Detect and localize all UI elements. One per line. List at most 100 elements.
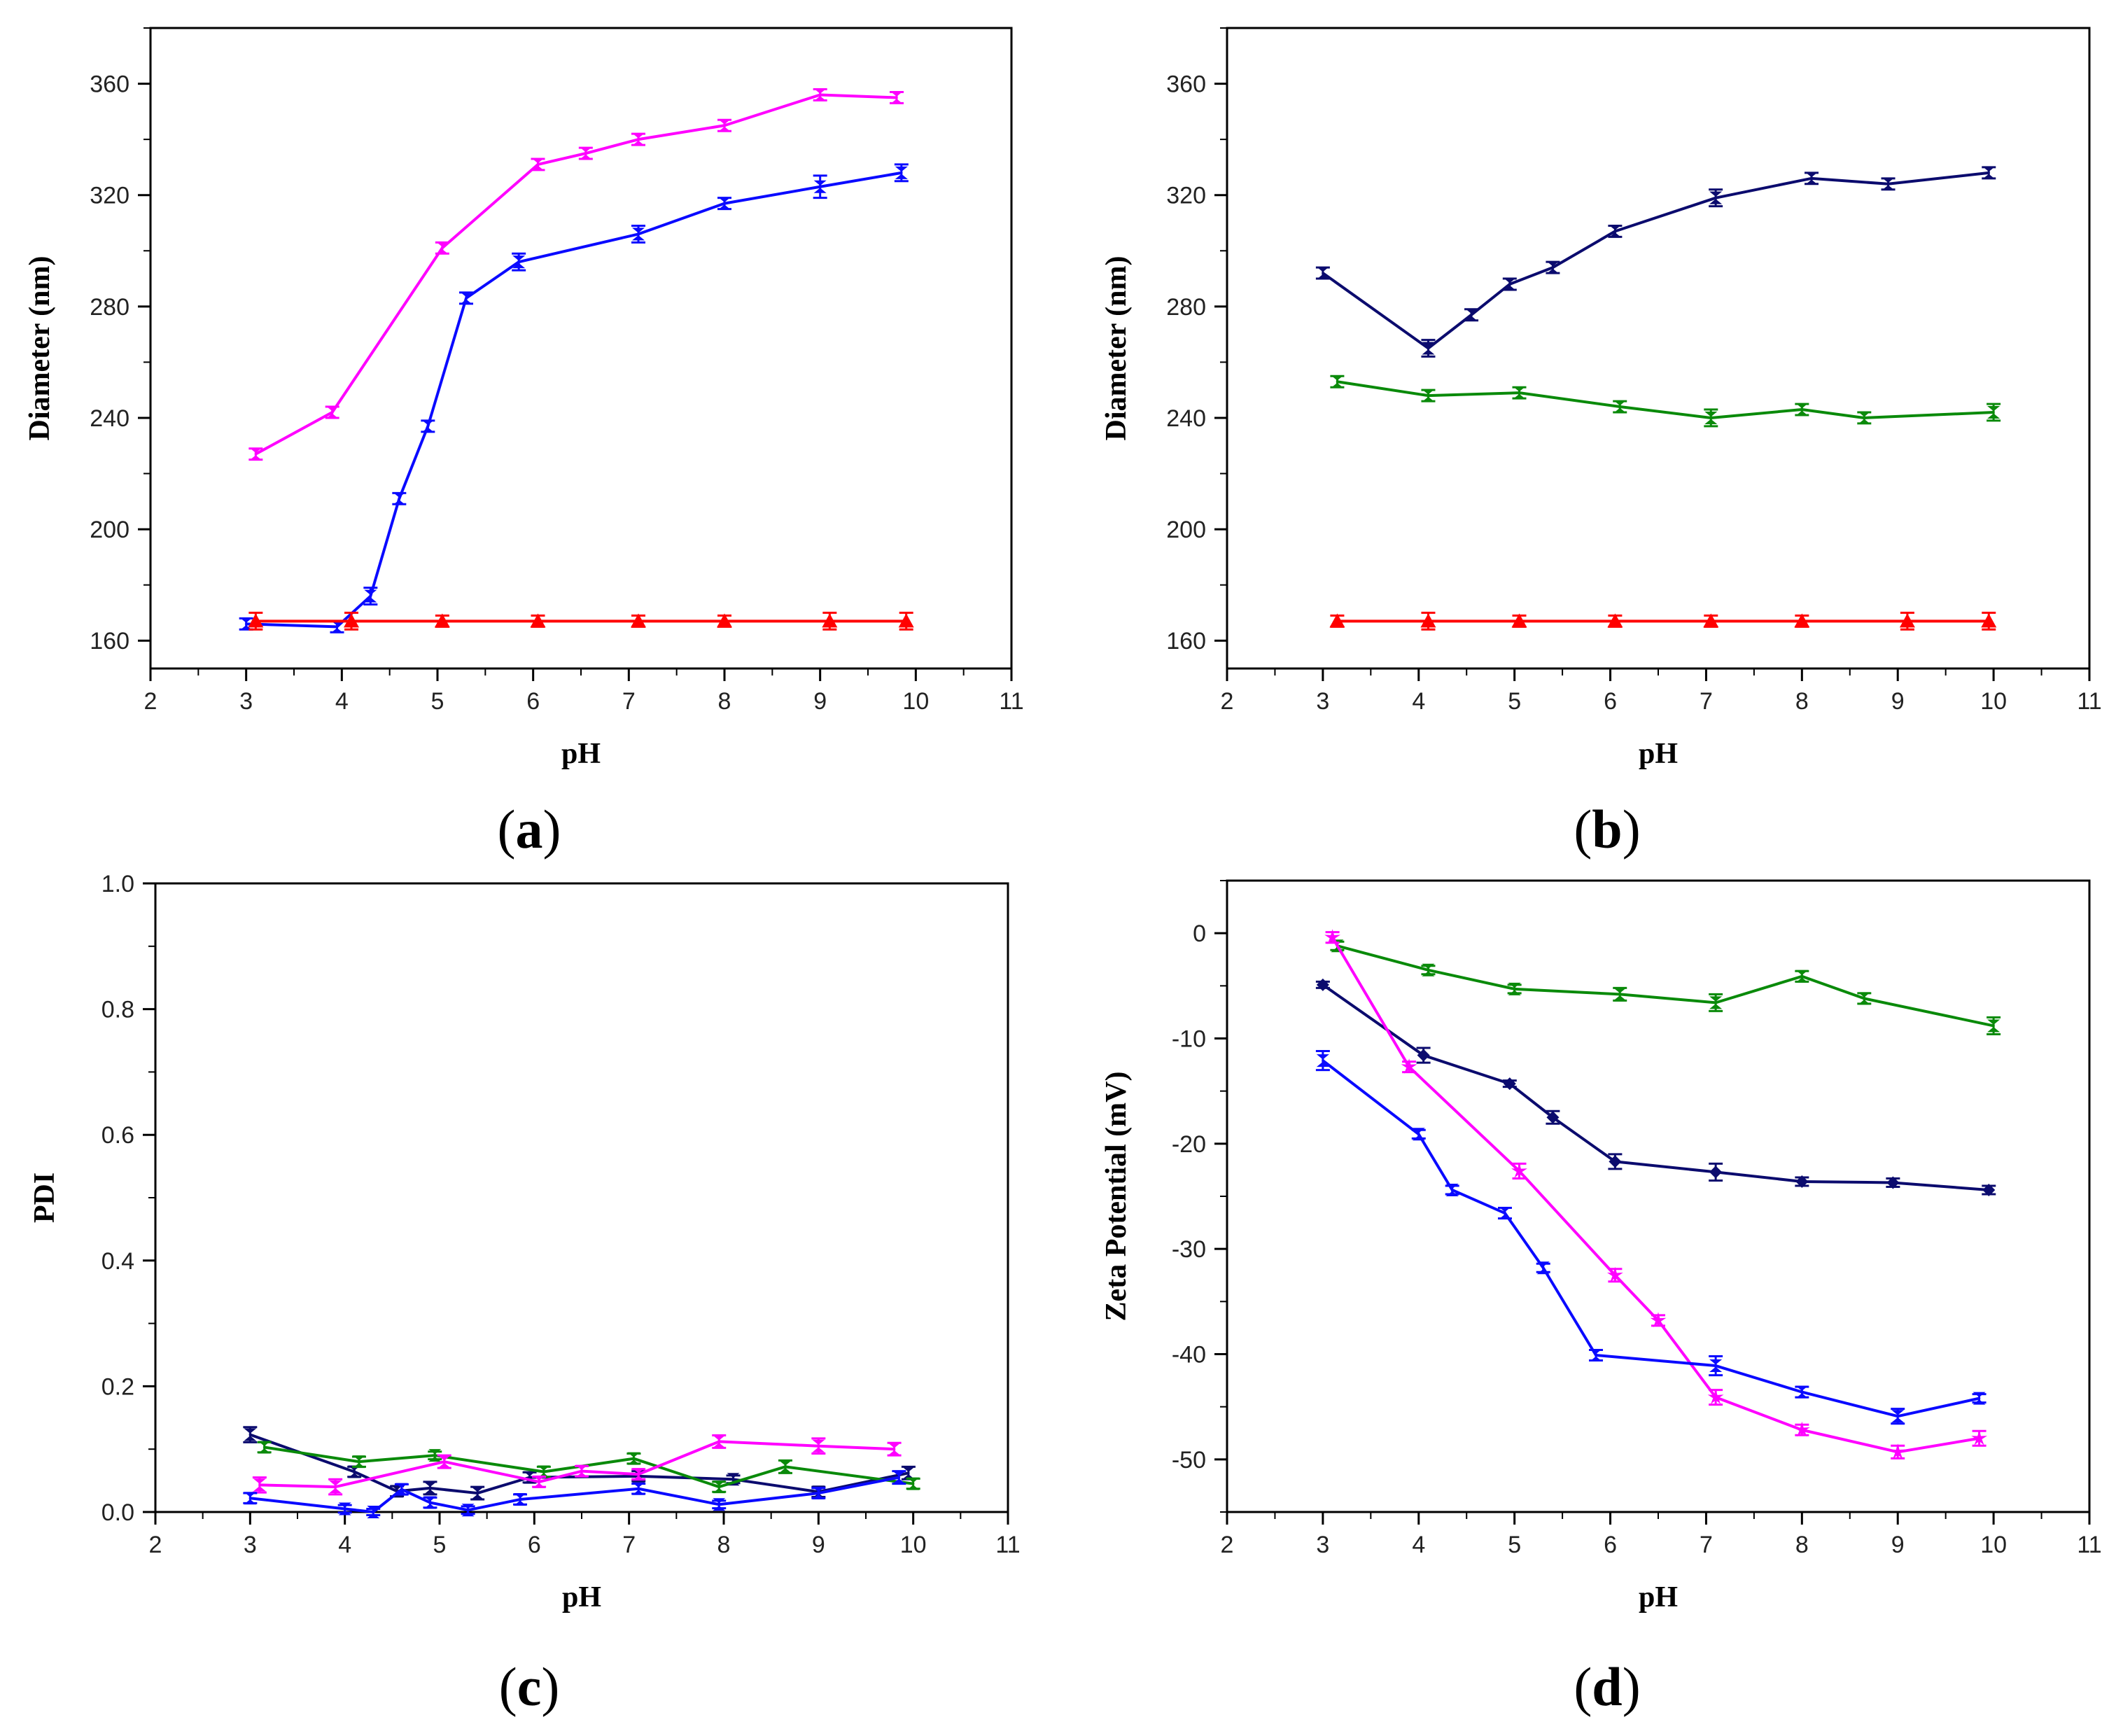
x-tick-label: 8 bbox=[1795, 688, 1809, 715]
data-point bbox=[434, 613, 450, 628]
y-tick-label: 240 bbox=[90, 405, 129, 432]
data-point bbox=[1795, 403, 1809, 416]
x-tick-label: 3 bbox=[244, 1532, 257, 1558]
data-point bbox=[1971, 1429, 1987, 1446]
data-point bbox=[421, 419, 435, 433]
x-tick-label: 5 bbox=[431, 688, 444, 715]
x-tick-label: 7 bbox=[1700, 688, 1713, 715]
series-line-navy bbox=[249, 1433, 909, 1495]
x-tick-label: 3 bbox=[1316, 688, 1329, 715]
panel-letter-c: c bbox=[517, 1656, 542, 1717]
y-tick-label: 360 bbox=[1166, 71, 1206, 98]
data-point bbox=[471, 1487, 484, 1500]
x-tick-label: 8 bbox=[1795, 1532, 1809, 1558]
x-tick-label: 7 bbox=[1700, 1532, 1713, 1558]
data-point bbox=[239, 617, 253, 631]
y-tick-label: 200 bbox=[1166, 517, 1206, 543]
series-line-green bbox=[1336, 944, 1994, 1028]
x-tick-label: 11 bbox=[995, 1532, 1020, 1558]
data-point bbox=[523, 1471, 536, 1484]
data-point bbox=[364, 589, 377, 603]
data-point bbox=[1650, 1312, 1667, 1328]
data-point bbox=[428, 1449, 442, 1462]
y-axis-title: Diameter (nm) bbox=[24, 256, 56, 441]
data-point bbox=[579, 147, 592, 160]
data-point bbox=[888, 1443, 901, 1456]
panel-a: 2 3 4 5 6 7 8 9 10 11 160 200 240 280 320 360 pH Diameter… bbox=[24, 27, 1024, 770]
data-point bbox=[1613, 988, 1627, 1001]
y-axis-title: Diameter (nm) bbox=[1100, 256, 1133, 441]
data-point bbox=[892, 1471, 906, 1484]
data-point bbox=[632, 1482, 645, 1495]
y-tick-label: 160 bbox=[90, 628, 129, 654]
series-line-green bbox=[264, 1446, 913, 1489]
data-point bbox=[812, 1487, 825, 1500]
data-point bbox=[1709, 191, 1723, 204]
data-point bbox=[537, 1465, 550, 1478]
panel-letter-a: a bbox=[515, 799, 543, 860]
data-point bbox=[632, 1468, 645, 1481]
data-point bbox=[1987, 406, 2001, 419]
data-point bbox=[248, 613, 264, 628]
x-tick-label: 5 bbox=[1508, 688, 1521, 715]
x-tick-label: 11 bbox=[2077, 1532, 2101, 1558]
data-point bbox=[1422, 342, 1435, 355]
y-tick-label: 200 bbox=[90, 517, 129, 543]
y-tick-label: -10 bbox=[1172, 1026, 1206, 1053]
plot-frame-a bbox=[149, 27, 1013, 670]
data-point bbox=[1795, 1385, 1809, 1399]
data-point bbox=[461, 1504, 475, 1517]
x-tick-label: 11 bbox=[2077, 688, 2101, 715]
data-point bbox=[1987, 1019, 2001, 1032]
x-tick-label: 3 bbox=[1316, 1532, 1329, 1558]
data-point bbox=[1503, 1077, 1516, 1091]
x-tick-label: 9 bbox=[1891, 1532, 1905, 1558]
data-point bbox=[1704, 411, 1718, 424]
series-line-navy bbox=[1322, 983, 1989, 1191]
y-tick-label: 0.0 bbox=[101, 1499, 134, 1526]
x-tick-label: 2 bbox=[144, 688, 157, 715]
data-point bbox=[531, 158, 545, 171]
y-tick-label: 160 bbox=[1166, 628, 1206, 654]
x-tick-label: 4 bbox=[1412, 688, 1425, 715]
panel-label-b: (b) bbox=[1574, 799, 1641, 860]
data-point bbox=[423, 1481, 437, 1494]
data-point bbox=[1795, 1175, 1809, 1188]
panel-d: 2 3 4 5 6 7 8 9 10 11 0 -10 -20 -30 -40 -50 pH Zeta Poten… bbox=[1100, 879, 2102, 1614]
data-point bbox=[1445, 1183, 1459, 1196]
x-tick-label: 2 bbox=[1221, 1532, 1234, 1558]
data-point bbox=[717, 613, 732, 628]
data-point bbox=[822, 613, 838, 628]
y-tick-label: -30 bbox=[1172, 1236, 1206, 1263]
data-point bbox=[1329, 613, 1345, 628]
data-point bbox=[1546, 1111, 1560, 1124]
y-tick-label: 0.4 bbox=[101, 1248, 134, 1275]
data-point bbox=[627, 1452, 640, 1465]
series-magenta bbox=[1324, 929, 1987, 1460]
data-point bbox=[1609, 1155, 1622, 1168]
y-tick-label: 0.2 bbox=[101, 1373, 134, 1400]
x-tick-label: 4 bbox=[338, 1532, 351, 1558]
data-point bbox=[391, 1485, 404, 1498]
data-point bbox=[1858, 411, 1871, 424]
data-point bbox=[1513, 386, 1526, 400]
data-point bbox=[1536, 1261, 1550, 1275]
data-point bbox=[330, 620, 344, 634]
panel-label-a: (a) bbox=[497, 799, 561, 860]
data-point bbox=[1703, 613, 1719, 628]
series-blue bbox=[1315, 1050, 1987, 1425]
data-point bbox=[718, 119, 731, 132]
data-point bbox=[1981, 613, 1997, 628]
data-point bbox=[435, 241, 449, 255]
x-tick-label: 2 bbox=[149, 1532, 162, 1558]
x-tick-label: 9 bbox=[813, 688, 827, 715]
data-point bbox=[244, 1428, 257, 1441]
series-line-blue bbox=[1322, 1059, 1980, 1418]
x-tick-label: 8 bbox=[718, 688, 731, 715]
y-tick-label: 320 bbox=[1166, 183, 1206, 209]
x-tick-label: 6 bbox=[1604, 1532, 1617, 1558]
x-axis-title: pH bbox=[1639, 1581, 1678, 1614]
series-line-blue bbox=[246, 171, 902, 629]
y-tick-label: 0.8 bbox=[101, 997, 134, 1023]
